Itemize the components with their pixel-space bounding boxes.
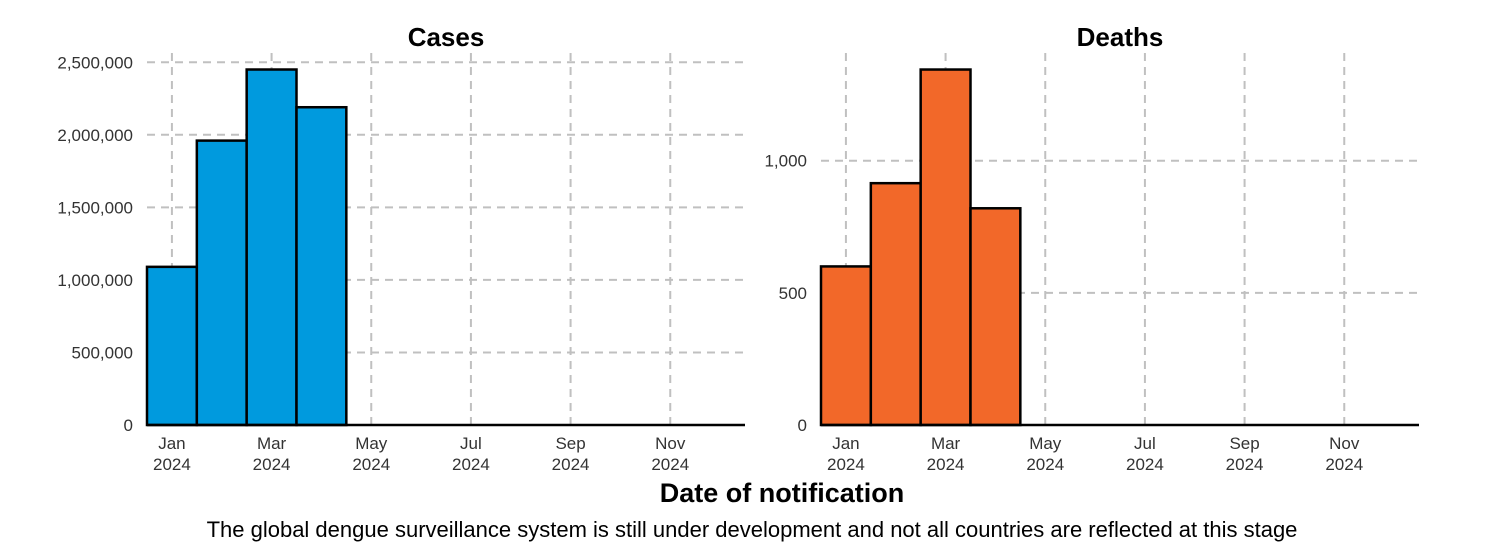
x-axis-title: Date of notification (660, 478, 905, 508)
deaths-x-tick-month: Jan (832, 434, 859, 453)
cases-bar (245, 68, 298, 427)
deaths-bar (869, 181, 922, 427)
deaths-x-tick-year: 2024 (827, 455, 865, 474)
cases-x-tick-month: Jul (460, 434, 482, 453)
deaths-y-tick-label: 500 (779, 284, 807, 303)
cases-x-tick-year: 2024 (651, 455, 689, 474)
cases-bar (145, 265, 199, 427)
deaths-y-tick-label: 0 (798, 416, 807, 435)
deaths-x-tick-year: 2024 (1226, 455, 1264, 474)
cases-x-tick-year: 2024 (552, 455, 590, 474)
cases-x-tick-month: Jan (158, 434, 185, 453)
deaths-x-tick-month: May (1029, 434, 1062, 453)
cases-x-tick-month: Nov (655, 434, 686, 453)
cases-y-tick-label: 500,000 (72, 343, 133, 362)
caption: The global dengue surveillance system is… (207, 517, 1298, 542)
deaths-y-tick-label: 1,000 (764, 152, 807, 171)
cases-bar (195, 139, 248, 427)
deaths-x-tick-month: Jul (1134, 434, 1156, 453)
cases-panel: Cases 0 500,000 1,000,000 1,500,000 2,000,000… (57, 22, 745, 474)
deaths-x-tick-month: Mar (931, 434, 961, 453)
deaths-bar (919, 68, 972, 427)
cases-y-tick-label: 2,000,000 (57, 126, 133, 145)
cases-bar (295, 105, 348, 427)
cases-y-tick-label: 1,000,000 (57, 271, 133, 290)
cases-chart-title: Cases (408, 22, 485, 52)
deaths-panel: Deaths 0 500 1,000 Jan 2024 Mar 2024 May 2024 Jul 2… (764, 22, 1419, 474)
deaths-x-tick-year: 2024 (1126, 455, 1164, 474)
cases-x-tick-year: 2024 (452, 455, 490, 474)
deaths-x-tick-month: Nov (1329, 434, 1360, 453)
deaths-chart-title: Deaths (1077, 22, 1164, 52)
cases-x-tick-month: May (355, 434, 388, 453)
deaths-x-tick-year: 2024 (927, 455, 965, 474)
deaths-x-tick-year: 2024 (1325, 455, 1363, 474)
cases-x-tick-year: 2024 (352, 455, 390, 474)
cases-y-tick-label: 0 (124, 416, 133, 435)
cases-y-tick-label: 2,500,000 (57, 53, 133, 72)
cases-x-tick-year: 2024 (253, 455, 291, 474)
cases-x-tick-month: Sep (555, 434, 585, 453)
cases-x-tick-year: 2024 (153, 455, 191, 474)
deaths-bar (969, 207, 1022, 427)
deaths-x-tick-month: Sep (1229, 434, 1259, 453)
deaths-bar (819, 265, 873, 427)
cases-x-tick-month: Mar (257, 434, 287, 453)
cases-y-tick-label: 1,500,000 (57, 198, 133, 217)
deaths-x-tick-year: 2024 (1026, 455, 1064, 474)
